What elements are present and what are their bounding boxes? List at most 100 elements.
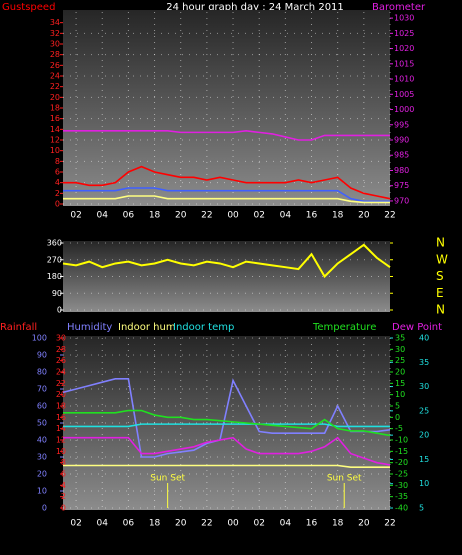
y-tick-label: 14: [50, 125, 60, 134]
y-tick-label: 15: [395, 379, 405, 388]
y-tick-label: 270: [47, 255, 62, 264]
y-tick-label: 0: [57, 306, 62, 315]
y-tick-label: -25: [395, 470, 408, 479]
x-tick-label: 22: [201, 519, 212, 529]
axis-label: Rainfall: [0, 322, 37, 333]
y-tick-label: 180: [47, 272, 62, 281]
x-tick-label: 22: [384, 211, 395, 221]
x-tick-label: 04: [280, 211, 292, 221]
x-tick-label: 18: [149, 519, 161, 529]
y-tick-label: 360: [47, 239, 62, 248]
y-tick-label: S: [436, 269, 444, 283]
y-tick-label: 90: [37, 351, 47, 360]
y-tick-label: 40: [419, 334, 429, 343]
y-tick-label: 990: [394, 136, 409, 145]
y-tick-label: 80: [37, 368, 47, 377]
y-tick-label: 50: [37, 419, 47, 428]
y-tick-label: -20: [395, 458, 408, 467]
legend-entry: Dew Point: [392, 322, 442, 333]
series-line: [63, 423, 390, 428]
y-tick-label: 28: [50, 50, 60, 59]
y-tick-label: 1000: [394, 105, 414, 114]
y-tick-label: -35: [395, 492, 408, 501]
chart-title: 24 hour graph day : 24 March 2011: [166, 2, 344, 13]
y-tick-label: 8: [61, 458, 66, 467]
y-tick-label: 2: [55, 189, 60, 198]
y-tick-label: 8: [55, 157, 60, 166]
y-tick-label: E: [436, 286, 444, 300]
y-tick-label: 0: [42, 504, 47, 513]
annotation: Sun Set: [327, 474, 362, 484]
series-line: [62, 243, 391, 279]
legend-entry: Indoor hum: [118, 322, 176, 333]
y-tick-label: 32: [50, 29, 60, 38]
y-tick-label: 1030: [394, 14, 414, 23]
y-tick-label: 975: [394, 181, 409, 190]
x-tick-label: 02: [253, 211, 264, 221]
y-tick-label: 0: [395, 413, 400, 422]
y-tick-label: 4: [61, 481, 66, 490]
y-tick-label: 40: [37, 436, 47, 445]
y-tick-label: 2: [61, 492, 66, 501]
x-tick-label: 02: [70, 519, 81, 529]
x-tick-label: 00: [227, 519, 239, 529]
x-tick-label: 00: [227, 211, 239, 221]
y-tick-label: 20: [50, 93, 60, 102]
y-tick-label: 1005: [394, 90, 414, 99]
y-tick-label: 985: [394, 151, 409, 160]
x-tick-label: 20: [358, 211, 370, 221]
y-tick-label: 20: [37, 470, 47, 479]
y-tick-label: 980: [394, 166, 409, 175]
y-tick-label: -10: [395, 436, 408, 445]
y-tick-label: 25: [419, 406, 429, 415]
y-tick-label: 1025: [394, 29, 414, 38]
y-tick-label: 24: [50, 72, 60, 81]
y-tick-label: 16: [50, 114, 60, 123]
y-tick-label: 10: [50, 146, 60, 155]
x-tick-label: 06: [123, 519, 135, 529]
series-line: [63, 195, 390, 204]
x-tick-label: 22: [201, 211, 212, 221]
y-tick-label: 35: [395, 334, 405, 343]
y-tick-label: 15: [419, 455, 429, 464]
y-tick-label: 1020: [394, 44, 414, 53]
x-tick-label: 02: [70, 211, 81, 221]
y-tick-label: 1010: [394, 75, 414, 84]
x-tick-label: 16: [306, 211, 318, 221]
x-tick-label: 18: [149, 211, 161, 221]
x-tick-label: 02: [253, 519, 264, 529]
series-line: [63, 436, 391, 466]
y-tick-label: 6: [61, 470, 66, 479]
y-tick-label: 25: [395, 356, 405, 365]
x-tick-label: 04: [280, 519, 292, 529]
y-tick-label: 1015: [394, 59, 414, 68]
y-tick-label: 10: [37, 487, 47, 496]
x-tick-label: 18: [332, 211, 344, 221]
y-tick-label: 970: [394, 196, 409, 205]
x-tick-label: 20: [358, 519, 370, 529]
y-tick-label: 30: [50, 40, 60, 49]
legend-entry: Humidity: [67, 322, 112, 333]
y-tick-label: 5: [419, 504, 424, 513]
y-tick-label: 60: [37, 402, 47, 411]
y-tick-label: 35: [419, 358, 429, 367]
y-tick-label: 6: [55, 168, 60, 177]
series-line: [63, 165, 391, 200]
y-tick-label: N: [436, 236, 445, 250]
series-line: [63, 187, 390, 203]
y-tick-label: 26: [50, 61, 60, 70]
legend-entry: Indoor temp: [173, 322, 234, 333]
y-tick-label: -15: [395, 447, 408, 456]
series-line: [62, 377, 391, 458]
y-tick-label: -40: [395, 504, 408, 513]
plot-area: [63, 241, 390, 312]
y-tick-label: 0: [55, 200, 60, 209]
x-tick-label: 04: [97, 519, 109, 529]
x-tick-label: 20: [175, 519, 187, 529]
series-line: [63, 464, 390, 469]
y-tick-label: -5: [395, 424, 403, 433]
y-tick-label: 12: [50, 136, 60, 145]
x-tick-label: 18: [332, 519, 344, 529]
